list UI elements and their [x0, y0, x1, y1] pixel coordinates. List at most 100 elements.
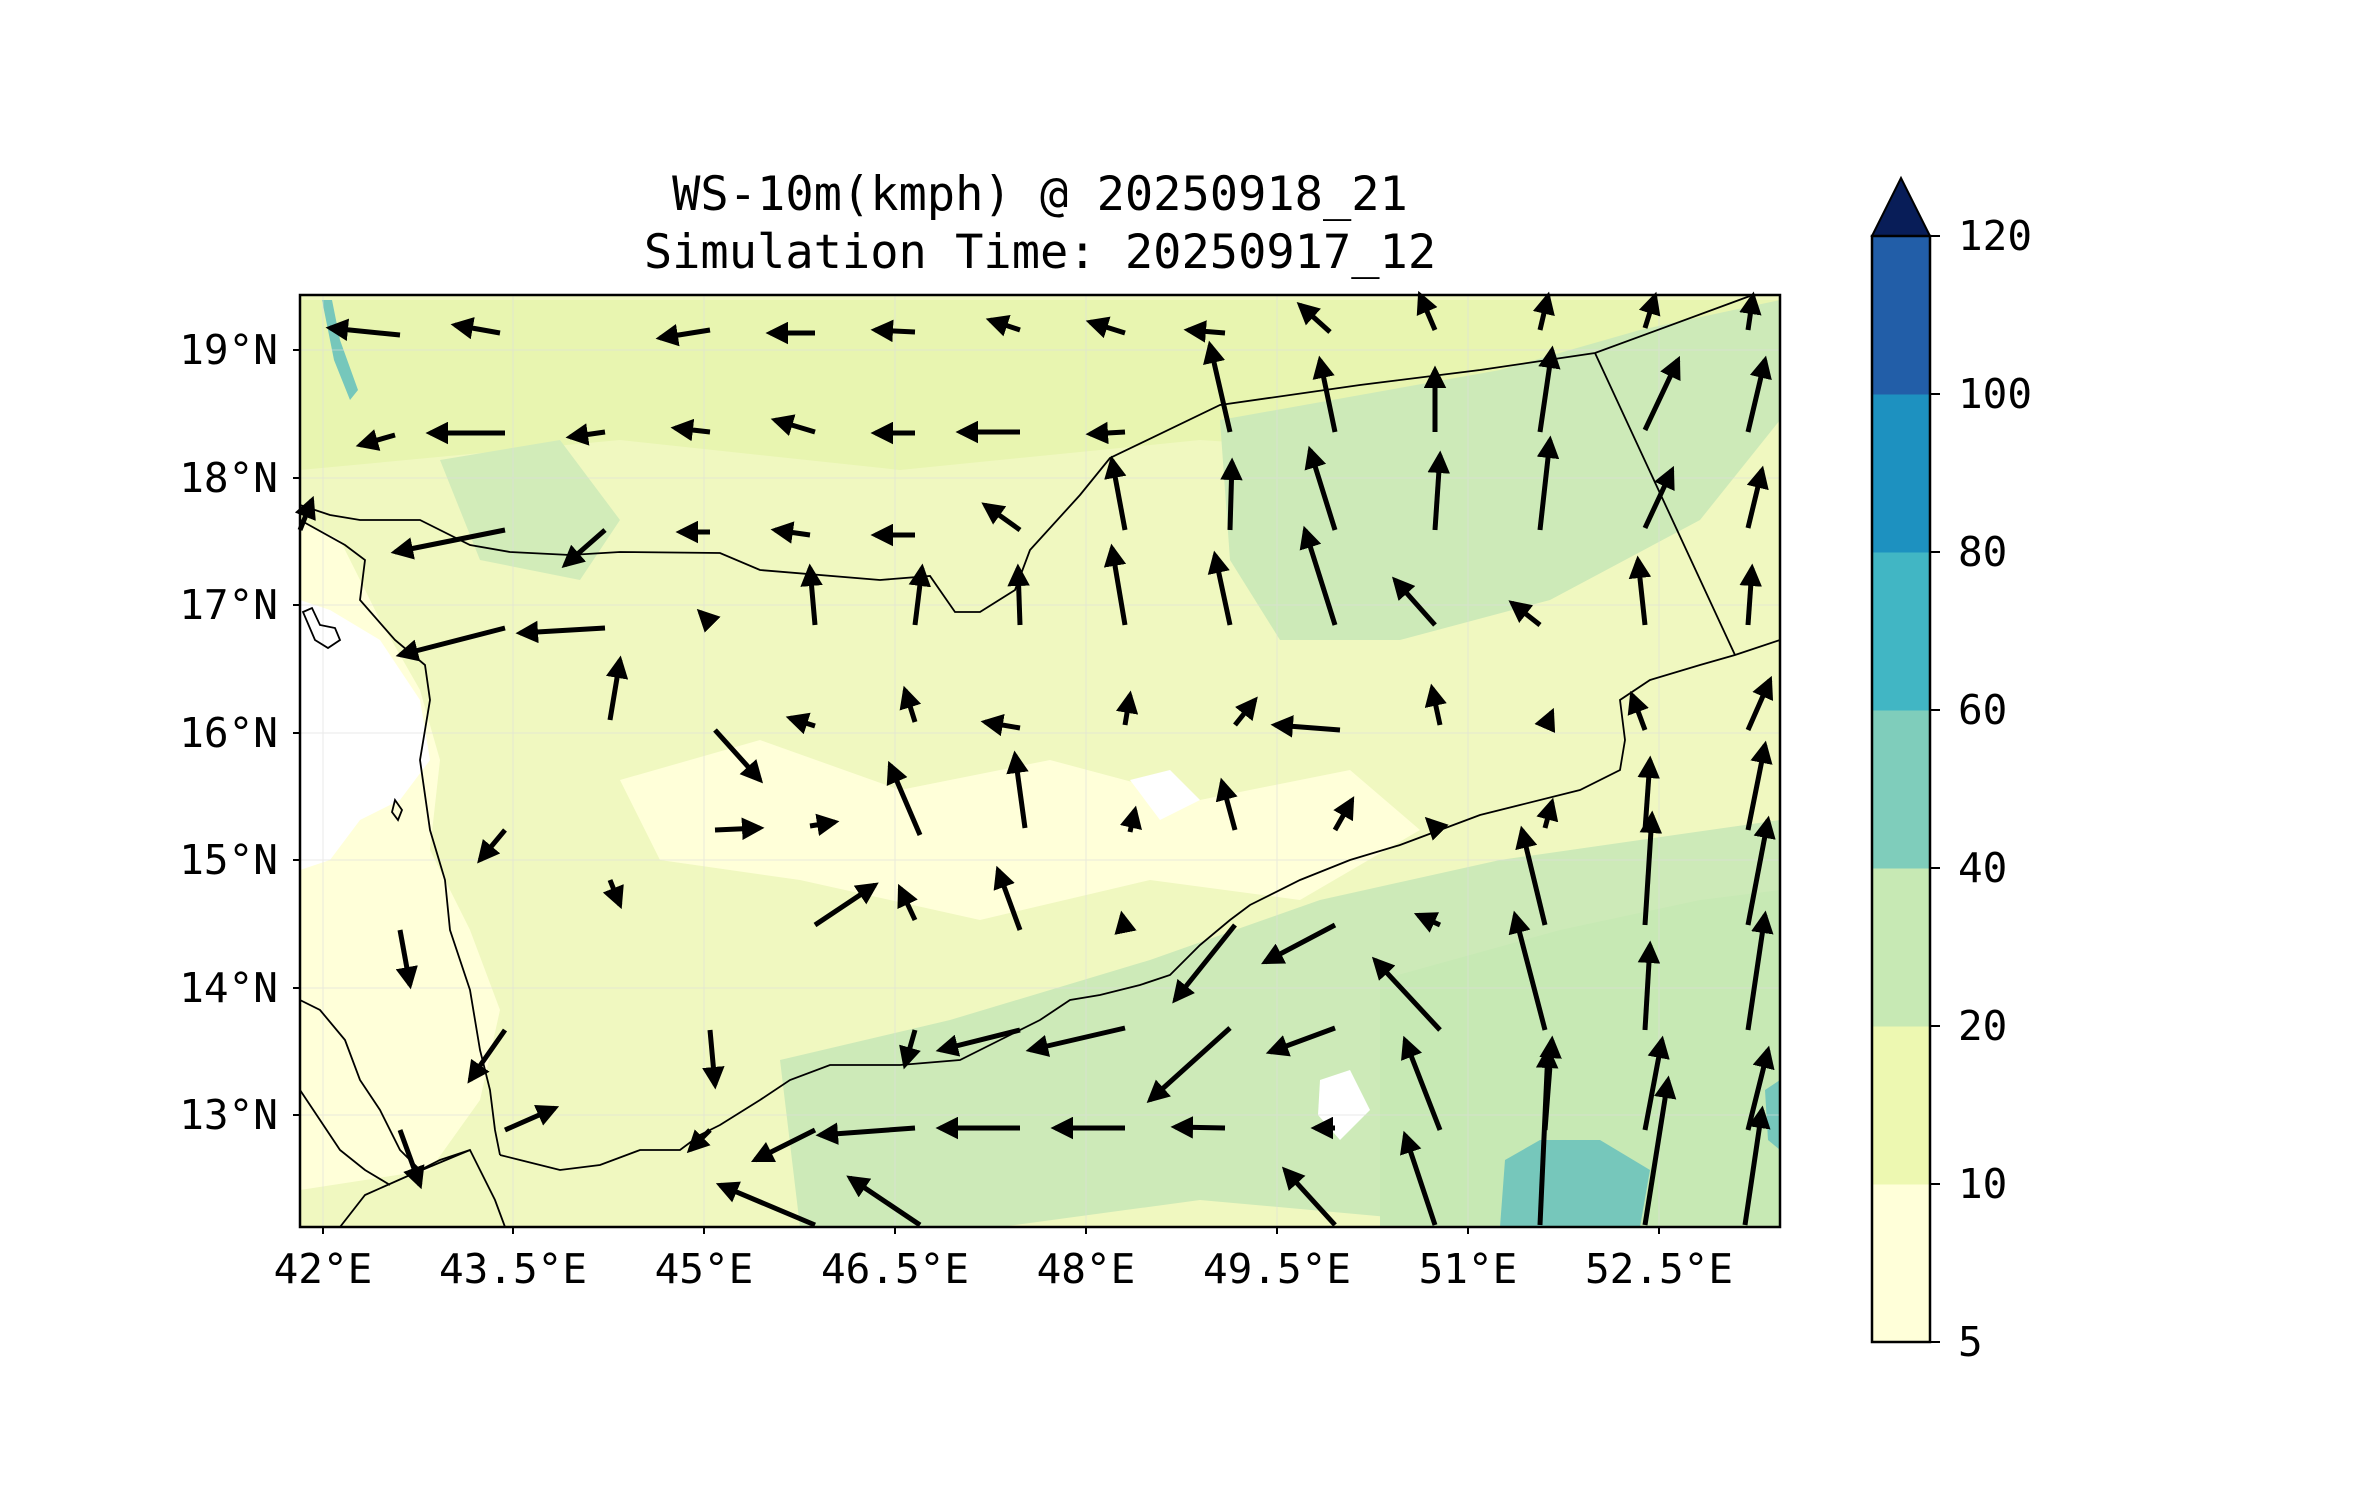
- wind-vector: [1220, 457, 1243, 531]
- x-tick-label: 42°E: [274, 1245, 373, 1293]
- colorbar-label: 10: [1958, 1160, 2007, 1208]
- map-frame: [298, 293, 1782, 1229]
- wind-vector: [1207, 550, 1233, 626]
- wind-vector: [809, 813, 840, 836]
- wind-vector: [1416, 290, 1438, 331]
- saudi-oman-border: [1594, 352, 1736, 656]
- x-tick-label: 52.5°E: [1585, 1245, 1733, 1293]
- wind-vector: [1745, 675, 1774, 732]
- wind-vector: [395, 625, 506, 662]
- wind-vector: [1085, 316, 1126, 339]
- wind-vector: [1265, 1025, 1336, 1057]
- wind-vector: [870, 319, 916, 343]
- wind-vector: [1532, 291, 1555, 331]
- colorbar-frame: [1870, 234, 1932, 1344]
- wind-vector: [770, 521, 811, 544]
- y-tick-label: 16°N: [179, 709, 278, 757]
- colorbar-label: 20: [1958, 1002, 2007, 1050]
- wind-vector: [1104, 455, 1128, 531]
- wind-vector: [1115, 690, 1139, 726]
- y-tick-label: 18°N: [179, 454, 278, 502]
- wind-vector: [395, 929, 418, 990]
- wind-vector: [935, 1027, 1021, 1057]
- wind-vector: [899, 1029, 921, 1070]
- fill-below-5-west-coast: [300, 600, 430, 870]
- wind-vector: [1270, 715, 1341, 738]
- x-tick-label: 45°E: [655, 1245, 754, 1293]
- wind-vector: [1332, 796, 1355, 832]
- wind-vector: [750, 1127, 817, 1163]
- wind-vector: [450, 317, 501, 340]
- wind-vector: [1627, 690, 1649, 731]
- colorbar-band: [1872, 1026, 1930, 1185]
- wind-vector: [1628, 555, 1652, 626]
- colorbar-label: 60: [1958, 686, 2007, 734]
- wind-vector: [1007, 563, 1030, 626]
- wind-vector: [294, 495, 316, 531]
- wind-vector: [1025, 1025, 1126, 1057]
- colorbar-band: [1872, 552, 1930, 711]
- island-farasan: [391, 797, 404, 822]
- wind-vector: [899, 685, 922, 723]
- x-tick-label: 46.5°E: [821, 1245, 969, 1293]
- colorbar-band: [1872, 1184, 1930, 1343]
- x-tick-label: 49.5°E: [1203, 1245, 1351, 1293]
- wind-vector: [1742, 1105, 1771, 1226]
- wind-vector: [1183, 320, 1226, 343]
- wind-vector: [897, 883, 918, 922]
- wind-vector: [1642, 465, 1675, 530]
- wind-vector: [1745, 910, 1774, 1031]
- wind-vector: [602, 879, 624, 910]
- x-tick-label: 51°E: [1419, 1245, 1518, 1293]
- wind-vector: [515, 620, 606, 644]
- colorbar-bands: [1872, 236, 1930, 1343]
- map-title-line2: Simulation Time: 20250917_12: [644, 225, 1436, 280]
- wind-vector: [1535, 1045, 1559, 1226]
- wind-vector: [1745, 740, 1773, 831]
- fill-below-5-central: [1130, 770, 1200, 820]
- wind-vector: [785, 712, 816, 735]
- wind-vector: [813, 882, 879, 928]
- colorbar-ticks: [1930, 235, 1940, 1343]
- wind-vector: [908, 563, 931, 626]
- colorbar-extend-triangle: [1870, 175, 1932, 237]
- colorbar-band: [1872, 868, 1930, 1027]
- wind-vector: [1312, 355, 1338, 433]
- colorbar: 120 100 80 60 40 20 10 5: [1870, 175, 2032, 1366]
- tick-marks: [293, 349, 1660, 1234]
- wind-vector: [1642, 1035, 1670, 1131]
- wind-vector: [325, 318, 401, 341]
- wind-vector: [1114, 910, 1137, 935]
- fill-20-40-east-sea: [1380, 890, 1780, 1227]
- wind-vector: [1537, 345, 1561, 433]
- map-title-line1: WS-10m(kmph) @ 20250918_21: [672, 167, 1408, 222]
- wind-vector: [1371, 956, 1442, 1032]
- wind-vector: [1233, 696, 1258, 727]
- wind-vector: [1296, 301, 1332, 334]
- wind-vectors: [294, 290, 1776, 1228]
- wind-vector: [1413, 912, 1442, 933]
- wind-vector: [1642, 1075, 1677, 1226]
- x-tick-label: 48°E: [1037, 1245, 1136, 1293]
- wind-vector: [1638, 291, 1661, 329]
- wind-vector: [355, 429, 396, 451]
- wind-vector: [1642, 355, 1681, 432]
- wind-vector: [686, 1128, 712, 1154]
- wind-vector: [1639, 810, 1663, 926]
- wind-vector: [1203, 340, 1233, 433]
- x-tick-labels: 42°E 43.5°E 45°E 46.5°E 48°E 49.5°E 51°E…: [274, 1245, 1733, 1293]
- wind-vector: [1745, 465, 1769, 529]
- wind-vector: [985, 315, 1021, 337]
- wind-vector: [1739, 563, 1762, 626]
- island-dahlak: [301, 606, 342, 650]
- wind-vector: [770, 414, 816, 436]
- wind-vector: [1170, 1116, 1226, 1139]
- wind-vector: [1400, 1130, 1438, 1226]
- wind-vector: [696, 608, 721, 633]
- wind-vector: [1515, 825, 1548, 926]
- y-tick-label: 15°N: [179, 836, 278, 884]
- wind-vector: [390, 527, 506, 560]
- colorbar-labels: 120 100 80 60 40 20 10 5: [1958, 212, 2032, 1366]
- x-tick-label: 43.5°E: [439, 1245, 587, 1293]
- map-panel: 42°E 43.5°E 45°E 46.5°E 48°E 49.5°E 51°E…: [179, 290, 1782, 1293]
